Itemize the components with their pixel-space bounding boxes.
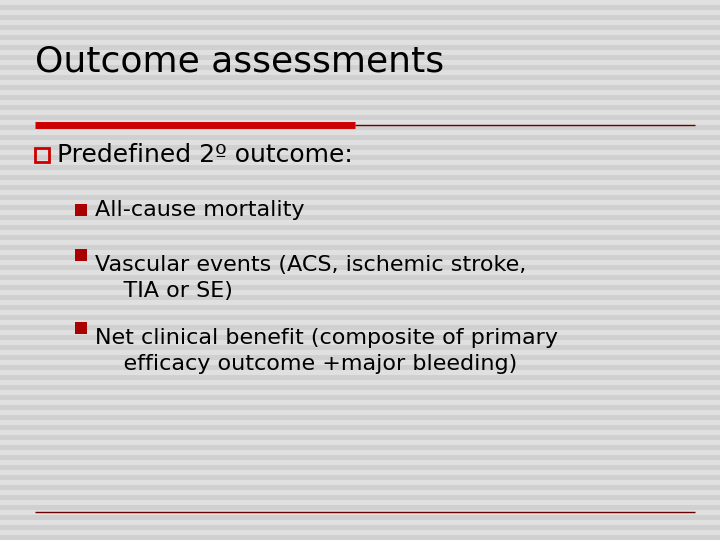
Bar: [0, 335, 720, 340]
Text: Net clinical benefit (composite of primary
    efficacy outcome +major bleeding): Net clinical benefit (composite of prima…: [95, 328, 558, 374]
Bar: [0, 65, 720, 70]
Bar: [0, 45, 720, 50]
Bar: [0, 165, 720, 170]
Bar: [0, 135, 720, 140]
Bar: [0, 5, 720, 10]
Bar: [0, 95, 720, 100]
Bar: [75, 322, 87, 334]
Bar: [0, 405, 720, 410]
Bar: [0, 315, 720, 320]
Bar: [0, 445, 720, 450]
Bar: [0, 375, 720, 380]
Bar: [0, 125, 720, 130]
Bar: [0, 15, 720, 20]
Bar: [0, 415, 720, 420]
Bar: [0, 305, 720, 310]
Bar: [0, 505, 720, 510]
Bar: [0, 255, 720, 260]
Bar: [0, 295, 720, 300]
Bar: [0, 115, 720, 120]
Bar: [0, 435, 720, 440]
Bar: [0, 175, 720, 180]
Bar: [0, 25, 720, 30]
Bar: [0, 195, 720, 200]
Text: All-cause mortality: All-cause mortality: [95, 200, 305, 220]
Bar: [0, 485, 720, 490]
Bar: [0, 105, 720, 110]
Bar: [0, 455, 720, 460]
Bar: [0, 425, 720, 430]
Bar: [0, 275, 720, 280]
Bar: [0, 245, 720, 250]
Bar: [0, 535, 720, 540]
Bar: [75, 249, 87, 261]
Bar: [0, 35, 720, 40]
Bar: [0, 215, 720, 220]
Text: Outcome assessments: Outcome assessments: [35, 45, 444, 79]
Text: Predefined 2º outcome:: Predefined 2º outcome:: [57, 143, 353, 167]
Bar: [0, 285, 720, 290]
Bar: [0, 475, 720, 480]
Bar: [0, 325, 720, 330]
Bar: [0, 145, 720, 150]
Bar: [0, 205, 720, 210]
Bar: [0, 235, 720, 240]
Bar: [0, 225, 720, 230]
Bar: [0, 525, 720, 530]
Bar: [75, 204, 87, 216]
Bar: [0, 75, 720, 80]
Bar: [0, 345, 720, 350]
Bar: [35, 148, 49, 162]
Bar: [0, 385, 720, 390]
Bar: [0, 515, 720, 520]
Bar: [0, 185, 720, 190]
Bar: [0, 495, 720, 500]
Bar: [0, 55, 720, 60]
Bar: [0, 85, 720, 90]
Bar: [0, 365, 720, 370]
Bar: [0, 155, 720, 160]
Text: Vascular events (ACS, ischemic stroke,
    TIA or SE): Vascular events (ACS, ischemic stroke, T…: [95, 255, 526, 301]
Bar: [0, 355, 720, 360]
Bar: [0, 395, 720, 400]
Bar: [0, 465, 720, 470]
Bar: [0, 265, 720, 270]
